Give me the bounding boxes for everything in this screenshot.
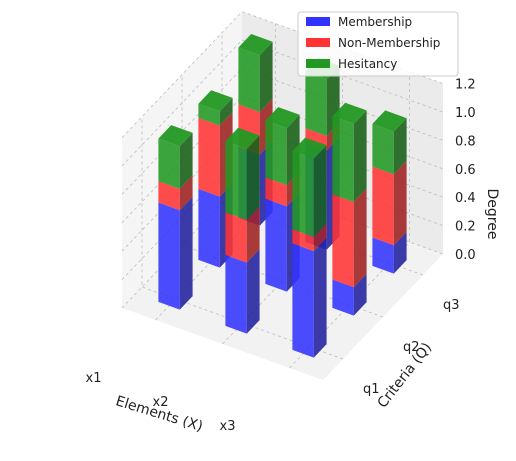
z-tick-1.0: 1.0 [455,106,476,121]
bar-x3-q2-non-membership [332,188,367,288]
bar-x1-q3-hesitancy [238,34,273,113]
z-axis-label: Degree [484,189,500,240]
bar-x3-q1 [292,137,327,358]
x-tick-x3: x3 [220,419,236,434]
bar-x3-q3 [372,110,407,274]
bars [158,34,407,358]
legend-swatch-non-membership [306,38,330,47]
y-tick-q3: q3 [443,298,460,313]
y-tick-q1: q1 [363,382,380,397]
bar-x3-q3-hesitancy [372,110,407,175]
x-grid-line-2 [289,71,410,369]
legend-box [297,11,459,77]
bar-x3-q2-hesitancy [332,102,367,202]
z-grid-line-6 [121,11,444,138]
legend-label-hesitancy: Hesitancy [338,57,397,71]
bar-x3-q1-non-membership [292,223,327,252]
bar-x3-q1-hesitancy [292,137,327,237]
legend-label-membership: Membership [338,15,412,29]
bar-x1-q1-membership [158,196,193,310]
z-tick-0.6: 0.6 [455,163,476,178]
bar-x3-q1-membership [292,237,327,358]
x-tick-x2: x2 [153,395,169,410]
legend-swatch-membership [306,17,330,26]
bar-x3-q3-non-membership [372,160,407,246]
tick-labels: x1 x2 x3 q1 q2 q3 0.0 0.2 0.4 0.6 0.8 1.0 1.2 [86,78,476,434]
z-tick-1.2: 1.2 [455,78,476,93]
z-tick-0.4: 0.4 [455,191,476,206]
x-tick-x1: x1 [86,371,102,386]
y-tick-q2: q2 [403,340,420,355]
bar-x3-q2-membership [332,273,367,316]
bar-x2-q1-non-membership [225,206,260,263]
z-tick-0.2: 0.2 [455,220,476,235]
legend-label-non-membership: Non-Membership [338,36,440,50]
z-grid-line-5 [121,39,444,167]
bar-x2-q1-hesitancy [225,127,260,220]
bar-x1-q1-hesitancy [158,125,193,189]
legend: Membership Non-Membership Hesitancy [297,11,459,77]
bar-x2-q2-hesitancy [265,107,300,186]
bar-x1-q1-non-membership [158,175,193,211]
bar-x2-q1-membership [225,249,260,334]
legend-swatch-hesitancy [306,59,330,68]
bar-x3-q3-membership [372,231,407,274]
bar-x1-q1 [158,125,193,310]
bar-x1-q2-hesitancy [198,90,233,126]
z-tick-0.0: 0.0 [455,248,476,263]
bar-x2-q1 [225,127,260,334]
bar-x3-q2 [332,102,367,316]
z-tick-0.8: 0.8 [455,134,476,149]
